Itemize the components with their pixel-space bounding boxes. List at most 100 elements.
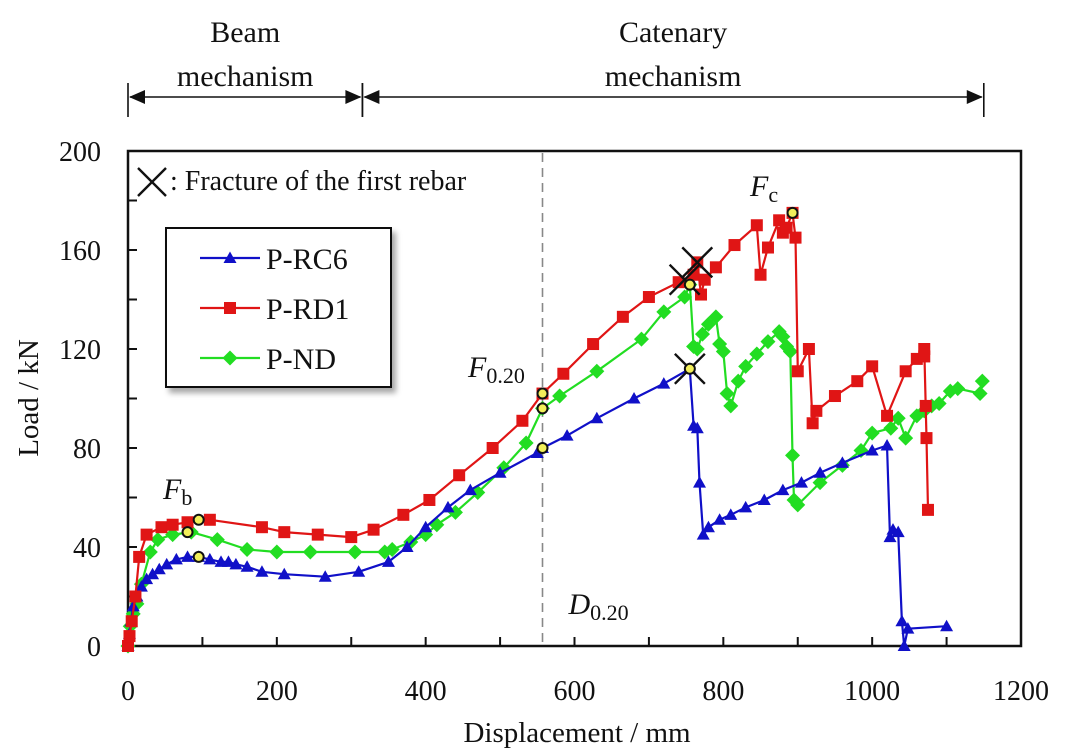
data-point-p-rd1 (367, 523, 380, 536)
x-axis-title: Displacement / mm (463, 717, 691, 749)
legend: P-RC6 P-RD1 P-ND (165, 227, 392, 388)
key-point-marker (536, 387, 549, 400)
data-point-p-rc6 (318, 570, 332, 582)
y-axis-title: Load / kN (13, 339, 45, 457)
data-point-p-nd (677, 289, 693, 305)
arrow-left-icon (363, 90, 380, 104)
data-point-p-nd (890, 410, 906, 426)
data-point-p-rd1 (140, 528, 153, 541)
x-tick-label: 1200 (993, 676, 1049, 707)
series-p-rc6 (121, 362, 954, 651)
key-point-marker (536, 402, 549, 415)
d020-label-sub: 0.20 (590, 600, 629, 625)
y-axis-tick-labels: 0 40 80 120 160 200 (59, 137, 101, 663)
data-point-p-rc6 (277, 567, 291, 580)
data-point-p-rd1 (920, 432, 933, 445)
legend-marker-triangle-icon (223, 251, 237, 263)
data-point-p-rd1 (203, 513, 216, 526)
data-point-p-nd (790, 497, 806, 513)
data-point-p-nd (302, 544, 318, 560)
data-point-p-rc6 (255, 565, 269, 577)
data-point-p-nd (730, 373, 746, 389)
data-point-p-rc6 (776, 483, 790, 496)
data-point-p-nd (656, 304, 672, 320)
data-point-p-rd1 (181, 516, 194, 529)
data-point-p-rd1 (851, 375, 864, 388)
data-point-p-rc6 (160, 557, 174, 570)
y-tick-label: 40 (73, 533, 101, 564)
fracture-x-mark (668, 263, 701, 296)
data-point-p-nd (239, 541, 255, 557)
data-point-p-rd1 (486, 442, 499, 454)
data-point-p-rd1 (123, 630, 136, 643)
data-point-p-rc6 (713, 513, 727, 525)
data-point-p-rd1 (750, 219, 763, 232)
data-point-p-rc6 (463, 483, 477, 496)
key-points (181, 206, 799, 563)
data-point-p-rd1 (125, 615, 138, 628)
y-tick-label: 160 (59, 236, 101, 267)
data-point-p-rd1 (397, 508, 410, 521)
data-point-p-nd (589, 363, 605, 379)
data-point-p-rc6 (560, 429, 574, 441)
data-point-p-rd1 (616, 310, 629, 323)
data-point-p-rd1 (255, 521, 268, 534)
key-point-marker (181, 526, 194, 539)
series-layer (120, 206, 990, 654)
key-point-marker (192, 513, 205, 526)
data-point-p-rc6 (419, 520, 433, 533)
key-point-marker (683, 362, 696, 375)
data-point-p-rd1 (802, 343, 815, 355)
data-point-p-rd1 (709, 261, 722, 274)
data-point-p-rd1 (278, 526, 291, 539)
fc-label: Fc (749, 170, 778, 207)
data-point-p-rd1 (761, 241, 774, 254)
mechanism-range-arrows (127, 83, 985, 117)
mechanism-annotations: Beam mechanism Catenary mechanism (127, 16, 985, 117)
data-point-p-nd (142, 544, 158, 560)
data-point-p-rc6 (895, 614, 909, 627)
data-point-p-nd (738, 358, 754, 374)
data-point-p-rc6 (693, 476, 707, 488)
legend-item-p-nd: P-ND (200, 343, 336, 376)
fb-label-main: F (162, 473, 182, 506)
arrow-right-icon (345, 90, 362, 104)
y-tick-label: 120 (59, 335, 101, 366)
data-point-p-rd1 (791, 365, 804, 378)
data-point-p-rd1 (918, 343, 931, 355)
legend-item-p-rd1: P-RD1 (200, 293, 349, 326)
data-point-p-rc6 (169, 552, 183, 565)
data-point-p-nd (749, 346, 765, 362)
x-tick-label: 600 (554, 676, 596, 707)
arrow-left-icon (129, 90, 145, 104)
data-point-p-rc6 (181, 550, 195, 562)
data-point-p-nd (974, 373, 990, 389)
data-point-p-rc6 (880, 439, 894, 451)
data-point-p-rd1 (453, 469, 466, 482)
data-point-p-nd (723, 398, 739, 414)
data-point-p-rd1 (754, 268, 767, 281)
f020-label-sub: 0.20 (486, 363, 525, 388)
x-tick-label: 200 (256, 676, 298, 707)
data-point-p-nd (864, 425, 880, 441)
f020-label: F0.20 (467, 351, 525, 388)
data-point-p-rd1 (587, 338, 600, 351)
data-point-p-rd1 (672, 276, 685, 289)
data-point-p-rd1 (806, 417, 819, 430)
data-point-p-nd (209, 532, 225, 548)
data-point-p-rd1 (122, 640, 134, 652)
fracture-x-icon (137, 167, 167, 197)
data-point-p-rd1 (155, 521, 168, 534)
d020-label: D0.20 (568, 588, 629, 625)
data-point-p-nd (708, 309, 724, 325)
x-tick-label: 0 (121, 676, 135, 707)
y-tick-label: 200 (59, 137, 101, 168)
data-point-p-rc6 (701, 520, 715, 533)
data-point-p-rc6 (221, 555, 235, 567)
data-point-p-rd1 (423, 493, 436, 506)
data-point-p-rd1 (828, 390, 841, 403)
data-point-p-rc6 (493, 466, 507, 478)
data-point-p-nd (269, 544, 285, 560)
data-point-p-nd (689, 341, 705, 357)
